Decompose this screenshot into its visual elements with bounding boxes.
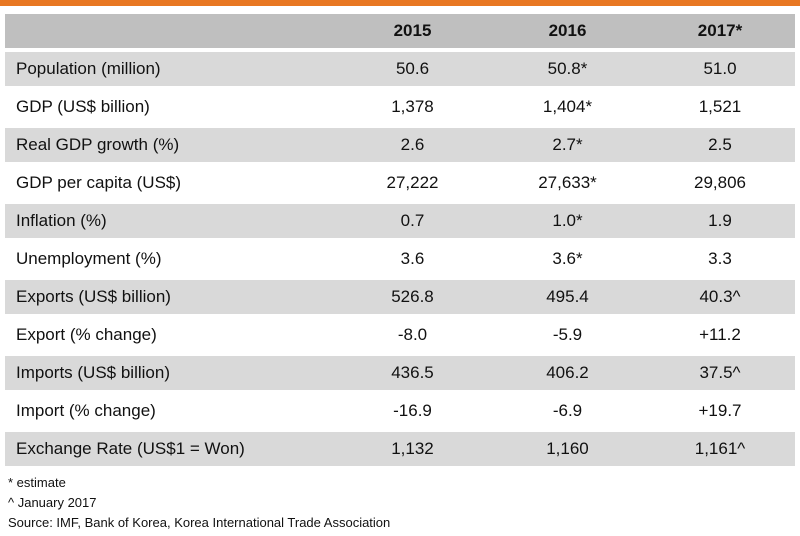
- cell-2015: 50.6: [335, 52, 490, 86]
- cell-2015: 526.8: [335, 280, 490, 314]
- cell-2017: 1,521: [645, 90, 795, 124]
- row-label: GDP per capita (US$): [5, 166, 335, 200]
- cell-2017: 40.3^: [645, 280, 795, 314]
- cell-2015: 0.7: [335, 204, 490, 238]
- cell-2016: 1,404*: [490, 90, 645, 124]
- economic-indicators-table: 2015 2016 2017* Population (million) 50.…: [5, 10, 795, 470]
- header-cell-2016: 2016: [490, 14, 645, 48]
- table-row: Inflation (%) 0.7 1.0* 1.9: [5, 204, 795, 238]
- table-row: Export (% change) -8.0 -5.9 +11.2: [5, 318, 795, 352]
- table-row: Exports (US$ billion) 526.8 495.4 40.3^: [5, 280, 795, 314]
- table-row: Real GDP growth (%) 2.6 2.7* 2.5: [5, 128, 795, 162]
- cell-2016: 2.7*: [490, 128, 645, 162]
- cell-2017: 1,161^: [645, 432, 795, 466]
- header-cell-2017: 2017*: [645, 14, 795, 48]
- row-label: Imports (US$ billion): [5, 356, 335, 390]
- cell-2016: 3.6*: [490, 242, 645, 276]
- cell-2015: -16.9: [335, 394, 490, 428]
- row-label: Real GDP growth (%): [5, 128, 335, 162]
- table-row: GDP (US$ billion) 1,378 1,404* 1,521: [5, 90, 795, 124]
- cell-2016: -6.9: [490, 394, 645, 428]
- header-cell-2015: 2015: [335, 14, 490, 48]
- row-label: Inflation (%): [5, 204, 335, 238]
- cell-2017: 37.5^: [645, 356, 795, 390]
- footnote-january: ^ January 2017: [8, 495, 97, 510]
- cell-2015: 2.6: [335, 128, 490, 162]
- cell-2016: 50.8*: [490, 52, 645, 86]
- source-note: Source: IMF, Bank of Korea, Korea Intern…: [8, 515, 391, 530]
- cell-2017: 51.0: [645, 52, 795, 86]
- cell-2016: -5.9: [490, 318, 645, 352]
- table-row: Population (million) 50.6 50.8* 51.0: [5, 52, 795, 86]
- footnote-estimate: * estimate: [8, 475, 66, 490]
- cell-2016: 27,633*: [490, 166, 645, 200]
- table-row: GDP per capita (US$) 27,222 27,633* 29,8…: [5, 166, 795, 200]
- row-label: Import (% change): [5, 394, 335, 428]
- cell-2015: -8.0: [335, 318, 490, 352]
- cell-2017: 2.5: [645, 128, 795, 162]
- cell-2015: 27,222: [335, 166, 490, 200]
- cell-2015: 436.5: [335, 356, 490, 390]
- cell-2017: 29,806: [645, 166, 795, 200]
- row-label: Exports (US$ billion): [5, 280, 335, 314]
- table-row: Exchange Rate (US$1 = Won) 1,132 1,160 1…: [5, 432, 795, 466]
- row-label: Unemployment (%): [5, 242, 335, 276]
- cell-2016: 406.2: [490, 356, 645, 390]
- row-label: Export (% change): [5, 318, 335, 352]
- cell-2017: +11.2: [645, 318, 795, 352]
- cell-2015: 3.6: [335, 242, 490, 276]
- table-row: Imports (US$ billion) 436.5 406.2 37.5^: [5, 356, 795, 390]
- cell-2016: 1,160: [490, 432, 645, 466]
- accent-bar: [0, 0, 800, 6]
- table-row: Unemployment (%) 3.6 3.6* 3.3: [5, 242, 795, 276]
- table-row: Import (% change) -16.9 -6.9 +19.7: [5, 394, 795, 428]
- cell-2017: +19.7: [645, 394, 795, 428]
- row-label: Population (million): [5, 52, 335, 86]
- row-label: Exchange Rate (US$1 = Won): [5, 432, 335, 466]
- cell-2017: 3.3: [645, 242, 795, 276]
- cell-2017: 1.9: [645, 204, 795, 238]
- cell-2015: 1,378: [335, 90, 490, 124]
- cell-2016: 495.4: [490, 280, 645, 314]
- table-header-row: 2015 2016 2017*: [5, 14, 795, 48]
- header-cell-label: [5, 14, 335, 48]
- row-label: GDP (US$ billion): [5, 90, 335, 124]
- table-footnotes: * estimate ^ January 2017 Source: IMF, B…: [8, 473, 390, 533]
- cell-2015: 1,132: [335, 432, 490, 466]
- cell-2016: 1.0*: [490, 204, 645, 238]
